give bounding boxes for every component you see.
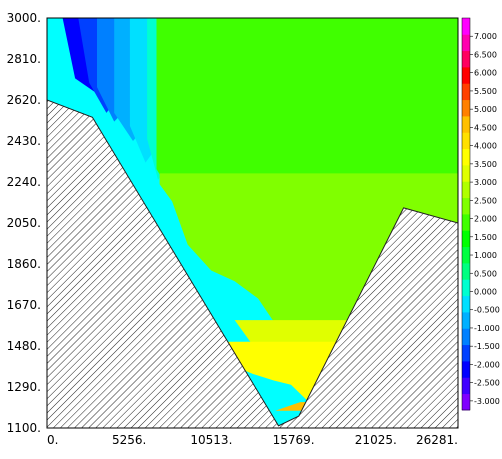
colorbar-label: 1.500 bbox=[474, 233, 497, 242]
colorbar-swatch bbox=[462, 165, 470, 182]
colorbar-label: -1.000 bbox=[474, 324, 500, 333]
x-tick-label: 21025. bbox=[355, 433, 397, 447]
colorbar-swatch bbox=[462, 214, 470, 231]
colorbar-swatch bbox=[462, 181, 470, 199]
colorbar-swatch bbox=[462, 50, 470, 68]
colorbar-swatch bbox=[462, 295, 470, 313]
x-tick-label: 26281. bbox=[416, 433, 458, 447]
colorbar-label: 4.000 bbox=[474, 142, 497, 151]
colorbar-swatch bbox=[462, 99, 470, 117]
colorbar-swatch bbox=[462, 344, 470, 362]
colorbar-label: 2.500 bbox=[474, 196, 497, 205]
y-tick-label: 3000. bbox=[7, 11, 41, 25]
colorbar-label: 7.000 bbox=[474, 32, 497, 41]
colorbar-swatch bbox=[462, 18, 470, 35]
colorbar-swatch bbox=[462, 132, 470, 150]
y-tick-label: 1290. bbox=[7, 380, 41, 394]
colorbar-swatch bbox=[462, 312, 470, 329]
colorbar-label: 5.500 bbox=[474, 87, 497, 96]
colorbar-label: 5.000 bbox=[474, 105, 497, 114]
colorbar-swatch bbox=[462, 230, 470, 248]
y-tick-label: 1670. bbox=[7, 298, 41, 312]
y-tick-label: 2240. bbox=[7, 175, 41, 189]
colorbar-label: -2.000 bbox=[474, 360, 500, 369]
colorbar-label: -3.000 bbox=[474, 397, 500, 406]
colorbar-swatch bbox=[462, 148, 470, 166]
colorbar-label: 4.500 bbox=[474, 123, 497, 132]
colorbar-label: 6.500 bbox=[474, 50, 497, 59]
colorbar-swatch bbox=[462, 279, 470, 297]
colorbar-label: 3.500 bbox=[474, 160, 497, 169]
y-axis-ticks: 3000. 2810. 2620. 2430. 2240. 2050. 1860. 1670.… bbox=[7, 11, 41, 435]
y-tick-label: 2810. bbox=[7, 52, 41, 66]
colorbar-label: 6.000 bbox=[474, 69, 497, 78]
colorbar-swatch bbox=[462, 116, 470, 133]
colorbar-swatch bbox=[462, 83, 470, 101]
colorbar-label: 3.000 bbox=[474, 178, 497, 187]
y-tick-label: 1860. bbox=[7, 257, 41, 271]
x-tick-label: 5256. bbox=[112, 433, 146, 447]
colorbar-label: -0.500 bbox=[474, 306, 500, 315]
x-tick-label: 15769. bbox=[273, 433, 315, 447]
y-tick-label: 1100. bbox=[7, 421, 41, 435]
colorbar: 7.000 6.500 6.000 5.500 5.000 4.500 4.000 3.500… bbox=[461, 17, 500, 411]
y-tick-label: 2620. bbox=[7, 93, 41, 107]
y-tick-label: 1480. bbox=[7, 339, 41, 353]
y-tick-label: 2050. bbox=[7, 216, 41, 230]
colorbar-swatch bbox=[462, 197, 470, 215]
colorbar-label: 0.000 bbox=[474, 287, 497, 296]
colorbar-label: -1.500 bbox=[474, 342, 500, 351]
colorbar-label: -2.500 bbox=[474, 379, 500, 388]
colorbar-label: 2.000 bbox=[474, 215, 497, 224]
y-tick-label: 2430. bbox=[7, 134, 41, 148]
x-tick-label: 0. bbox=[47, 433, 58, 447]
plot-frame bbox=[46, 17, 459, 429]
colorbar-swatch bbox=[462, 67, 470, 84]
colorbar-frame bbox=[461, 17, 471, 411]
colorbar-label: 0.500 bbox=[474, 269, 497, 278]
colorbar-swatch bbox=[462, 34, 470, 52]
colorbar-swatch bbox=[462, 377, 470, 395]
colorbar-swatch bbox=[462, 246, 470, 264]
x-tick-label: 10513. bbox=[190, 433, 232, 447]
x-axis-ticks: 0. 5256. 10513. 15769. 21025. 26281. bbox=[47, 433, 458, 447]
terrain-hatched-region bbox=[47, 99, 458, 428]
colorbar-swatch bbox=[462, 328, 470, 346]
colorbar-label: 1.000 bbox=[474, 251, 497, 260]
plot-area bbox=[47, 18, 458, 428]
colorbar-swatch bbox=[462, 361, 470, 378]
colorbar-swatch bbox=[462, 263, 470, 280]
colorbar-swatch bbox=[462, 393, 470, 411]
